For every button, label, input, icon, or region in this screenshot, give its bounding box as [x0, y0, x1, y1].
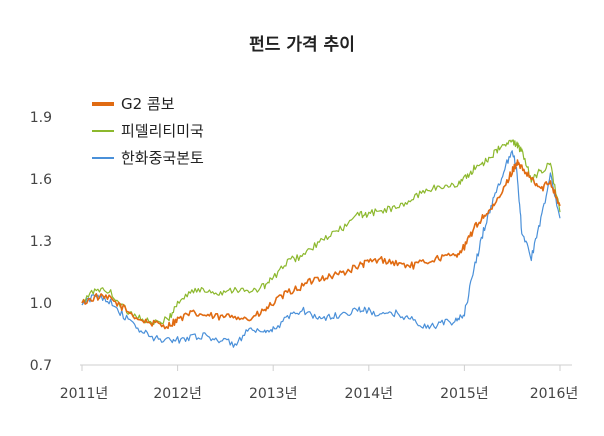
- x-tick-label: 2011년: [60, 386, 109, 402]
- x-tick-label: 2012년: [153, 386, 202, 402]
- chart-title: 펀드 가격 추이: [249, 35, 355, 55]
- y-tick-label: 1.0: [30, 296, 52, 312]
- x-tick-label: 2014년: [345, 386, 394, 402]
- y-tick-label: 1.9: [30, 110, 52, 126]
- legend-label: 피델리티미국: [121, 122, 204, 140]
- x-tick-label: 2015년: [440, 386, 489, 402]
- series-lines: [81, 139, 561, 348]
- series-line-0: [81, 159, 561, 330]
- y-tick-label: 1.6: [30, 172, 52, 188]
- series-line-2: [81, 150, 561, 348]
- y-tick-label: 1.3: [30, 234, 52, 250]
- x-axis: 2011년 2012년 2013년 2014년 2015년 2016년: [60, 365, 579, 402]
- legend-label: 한화중국본토: [121, 149, 204, 167]
- x-tick-label: 2016년: [530, 386, 579, 402]
- x-tick-label: 2013년: [249, 386, 298, 402]
- y-tick-label: 0.7: [30, 358, 52, 374]
- legend-label: G2 콤보: [121, 95, 175, 113]
- y-axis: 0.7 1.0 1.3 1.6 1.9: [30, 110, 52, 374]
- series-line-1: [81, 139, 561, 326]
